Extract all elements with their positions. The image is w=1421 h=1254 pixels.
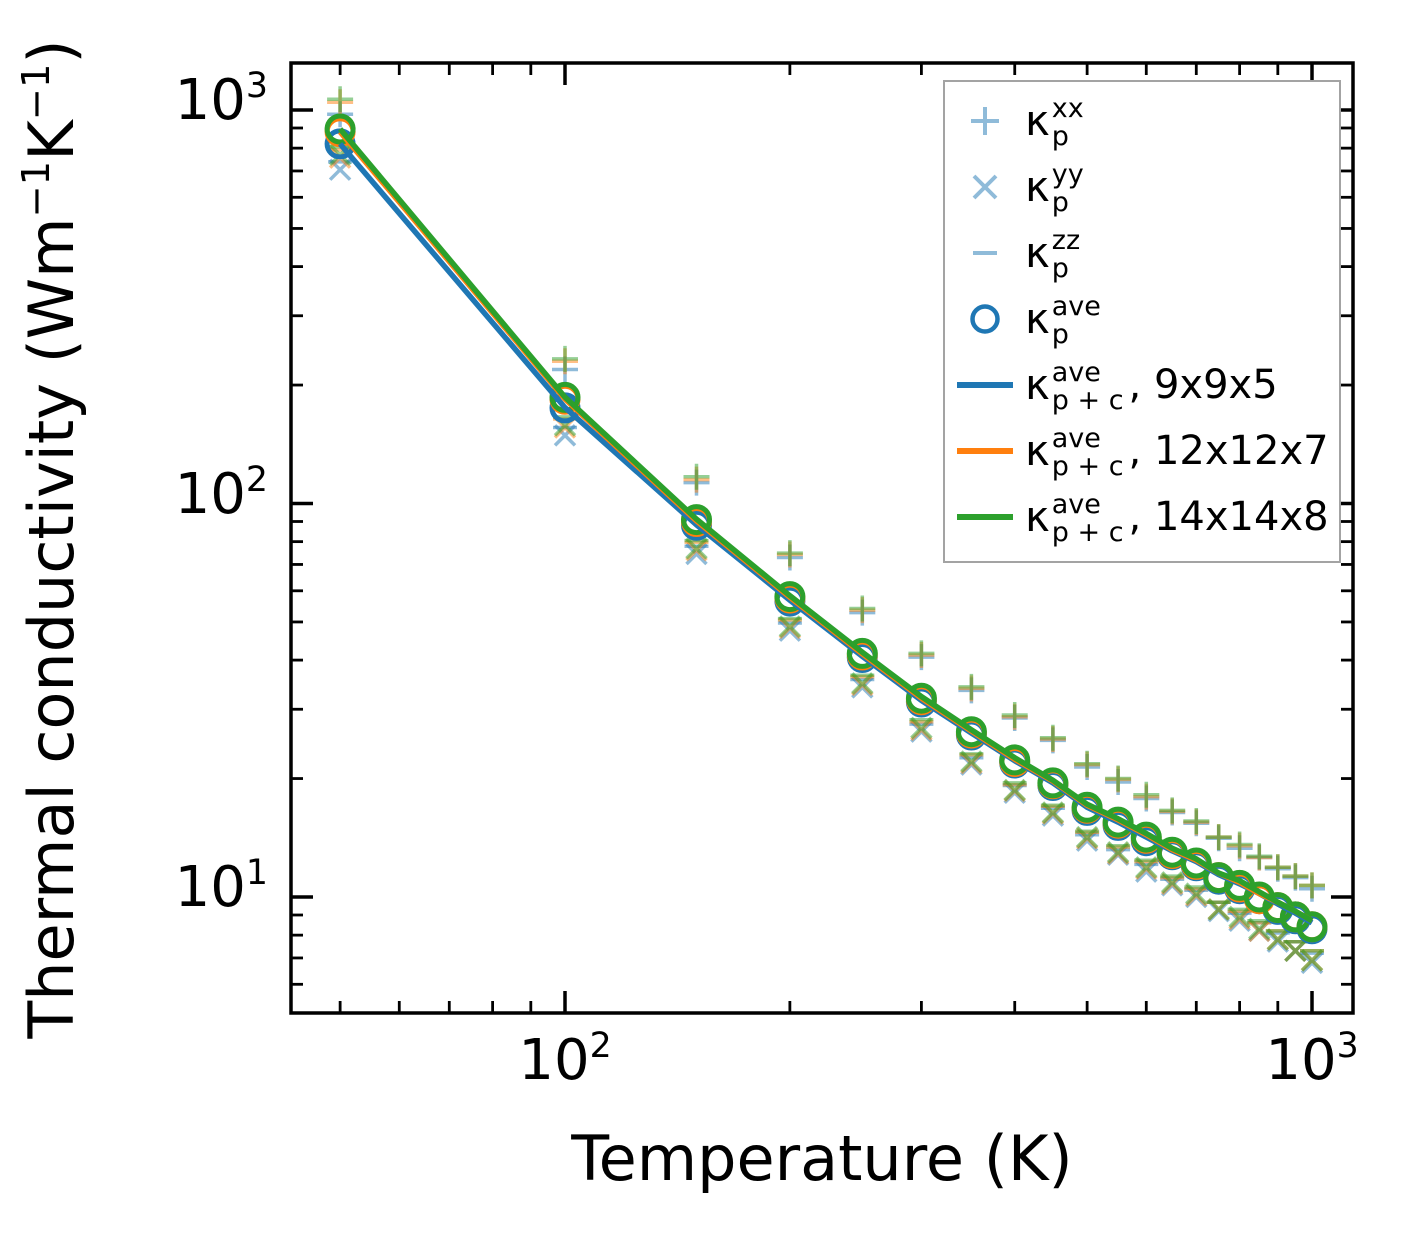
legend-label: κ ave p + c, 14x14x8 (1025, 489, 1329, 548)
line-marker-icon (957, 448, 1013, 454)
y-tick-label-10e2: 102 (174, 459, 268, 527)
legend-label: κ yy p (1025, 159, 1084, 218)
circle-marker-icon (970, 304, 1000, 334)
x-axis-label: Temperature (K) (571, 1122, 1073, 1195)
axes-spines (289, 61, 1355, 1015)
legend-entry-6: κ ave p + c, 12x12x7 (945, 418, 1339, 484)
legend-entry-2: κ yy p (945, 154, 1339, 220)
legend: κ xx p κ yy p κ zz p κ ave p κ ave p + c, 9x9x5 κ ave p +… (943, 80, 1341, 563)
legend-entry-7: κ ave p + c, 14x14x8 (945, 484, 1339, 550)
line-marker-icon (957, 382, 1013, 388)
x-tick-label-10e3: 103 (1265, 1026, 1359, 1093)
legend-marker (945, 352, 1025, 418)
legend-marker (945, 88, 1025, 154)
legend-marker (945, 418, 1025, 484)
legend-entry-3: κ zz p (945, 220, 1339, 286)
ticks (291, 63, 1353, 1013)
dash-marker-icon (973, 251, 997, 255)
series-14x14x8-kappa_p_xx (327, 86, 1325, 899)
y-tick-label-10e3: 103 (174, 66, 268, 133)
legend-marker (945, 220, 1025, 286)
y-tick-label-10e1: 101 (174, 853, 268, 920)
legend-marker (945, 484, 1025, 550)
plus-marker-icon (971, 107, 999, 135)
legend-entry-1: κ xx p (945, 88, 1339, 154)
legend-marker (945, 154, 1025, 220)
legend-label: κ zz p (1025, 225, 1081, 284)
y-axis-label: Thermal conductivity (Wm−1K−1) (14, 39, 88, 1039)
legend-entry-4: κ ave p (945, 286, 1339, 352)
legend-label: κ xx p (1025, 93, 1084, 152)
legend-label: κ ave p + c, 9x9x5 (1025, 357, 1278, 416)
legend-label: κ ave p + c, 12x12x7 (1025, 423, 1329, 482)
line-14x14x8-kappa_p_plus_c_ave (337, 127, 1314, 924)
legend-entry-5: κ ave p + c, 9x9x5 (945, 352, 1339, 418)
legend-marker (945, 286, 1025, 352)
legend-label: κ ave p (1025, 291, 1101, 350)
x-tick-label-10e2: 102 (518, 1026, 612, 1093)
line-marker-icon (957, 514, 1013, 520)
cross-marker-icon (972, 174, 998, 200)
data-series (324, 86, 1328, 975)
